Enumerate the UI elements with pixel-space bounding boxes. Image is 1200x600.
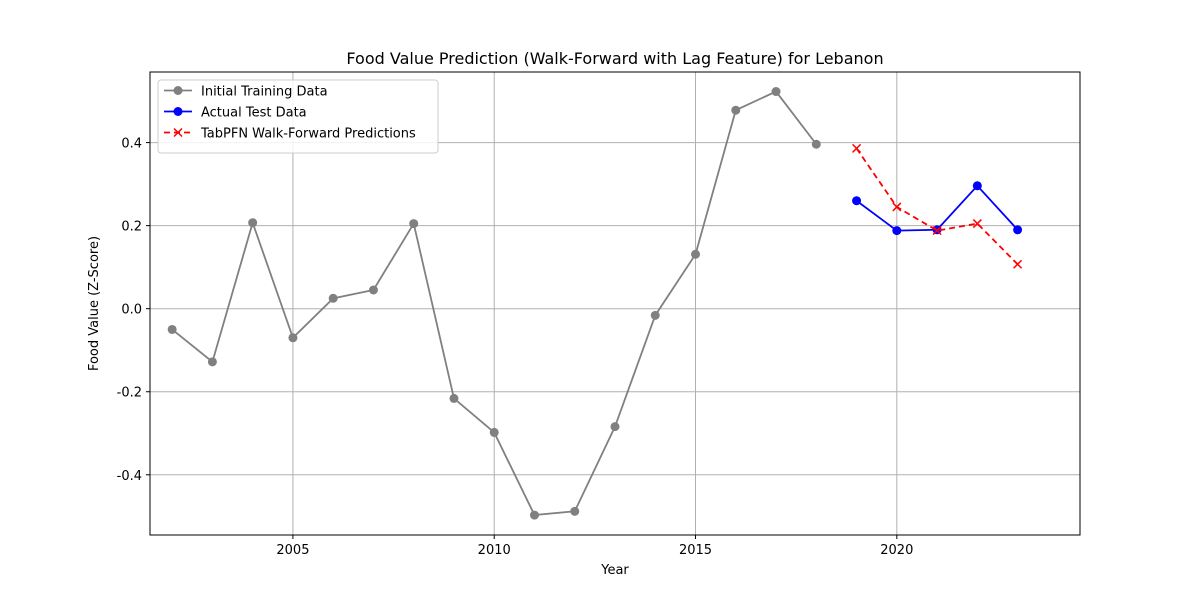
data-point [892, 202, 902, 212]
data-point [248, 218, 258, 228]
y-tick-label: -0.4 [117, 469, 142, 484]
legend-label: TabPFN Walk-Forward Predictions [200, 127, 416, 142]
y-tick-label: 0.4 [121, 137, 142, 152]
data-point [449, 393, 459, 403]
legend-marker [173, 107, 183, 116]
legend-item: Actual Test Data [164, 106, 307, 121]
x-axis-label: Year [600, 563, 629, 578]
y-axis-label: Food Value (Z-Score) [87, 236, 102, 371]
axis-ticks: 2005 2010 2015 2020 -0.4 -0.2 0.0 0.2 0.4 [117, 137, 914, 558]
data-point [1013, 259, 1023, 269]
data-point [932, 226, 942, 236]
legend-marker [173, 86, 183, 95]
data-point [167, 324, 177, 334]
plot-area-frame [149, 71, 1081, 536]
x-tick-label: 2020 [880, 543, 913, 558]
x-tick-label: 2015 [679, 543, 712, 558]
data-point [1013, 225, 1023, 235]
legend: Initial Training Data Actual Test Data Tab… [157, 79, 439, 154]
data-point [972, 219, 982, 229]
legend-box [157, 79, 439, 154]
y-tick-label: 0.0 [121, 303, 142, 318]
data-point [691, 249, 701, 259]
data-point [610, 422, 620, 432]
data-point [409, 219, 419, 229]
data-point [972, 181, 982, 191]
x-tick-label: 2005 [276, 543, 309, 558]
legend-item: TabPFN Walk-Forward Predictions [164, 127, 416, 142]
data-point [207, 357, 217, 367]
data-point [852, 196, 862, 206]
data-point [328, 293, 338, 303]
x-tick-label: 2010 [478, 543, 511, 558]
data-point [650, 310, 660, 320]
data-point [529, 510, 539, 520]
data-point [489, 427, 499, 437]
legend-label: Initial Training Data [201, 85, 328, 100]
legend-item: Initial Training Data [164, 85, 328, 100]
y-tick-label: -0.2 [117, 386, 142, 401]
data-point [811, 139, 821, 149]
chart-title: Food Value Prediction (Walk-Forward with… [346, 49, 883, 68]
data-point [731, 105, 741, 115]
data-point [852, 143, 862, 153]
series-layer [167, 87, 1023, 520]
data-point [570, 506, 580, 516]
data-point [771, 87, 781, 97]
y-tick-label: 0.2 [121, 220, 142, 235]
series-2 [852, 143, 1023, 269]
legend-label: Actual Test Data [201, 106, 307, 121]
legend-marker [173, 127, 183, 138]
data-point [892, 226, 902, 236]
data-point [288, 333, 298, 343]
data-point [368, 285, 378, 295]
series-0 [167, 87, 821, 520]
